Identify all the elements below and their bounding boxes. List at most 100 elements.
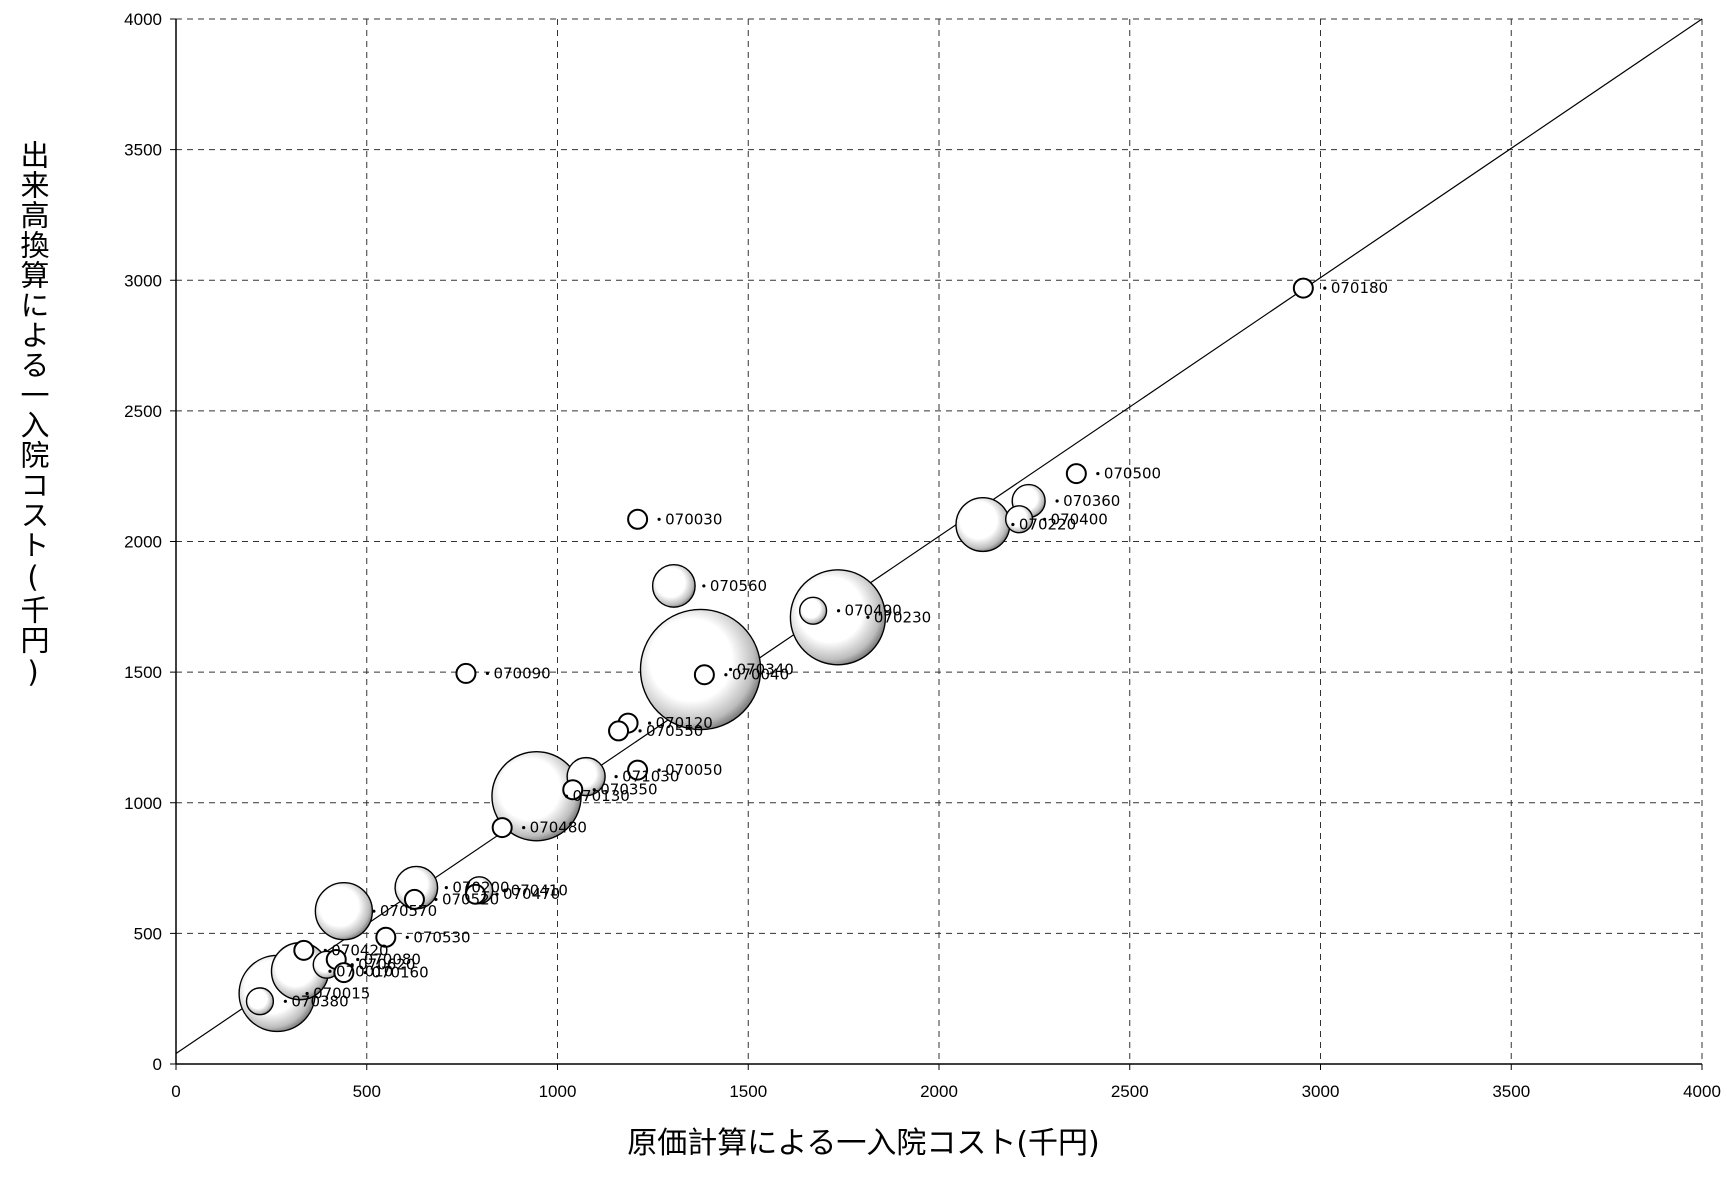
axes: 0 500 1000 1500 2000 2500 3000 3500 4000 0 500 1000… <box>124 10 1721 1101</box>
bubble-070050 <box>627 759 649 781</box>
point-label-070380: 070380 <box>291 992 348 1010</box>
label-dot <box>836 609 841 613</box>
bubble-070490 <box>798 596 828 625</box>
bubble-070520 <box>403 888 425 910</box>
point-label-070010: 070010 <box>336 962 393 980</box>
point-label-070160: 070160 <box>371 964 428 982</box>
point-label-070550: 070550 <box>646 722 703 740</box>
point-label-070340: 070340 <box>737 661 794 679</box>
label-dot <box>724 673 728 677</box>
bubble-070500 <box>1065 463 1087 485</box>
bubble-070040 <box>693 664 715 686</box>
y-tick-label: 1500 <box>124 663 162 682</box>
point-label-070480: 070480 <box>530 819 587 837</box>
label-dot <box>503 888 507 892</box>
label-dot <box>1323 286 1327 290</box>
point-label-071030: 071030 <box>622 768 679 786</box>
y-tick-label: 2000 <box>124 533 162 552</box>
y-tick-label: 3500 <box>124 141 162 160</box>
x-tick-label: 2500 <box>1111 1082 1149 1101</box>
label-dot <box>728 667 733 672</box>
label-dot <box>657 768 661 772</box>
label-dot <box>323 948 327 952</box>
bubble-070380 <box>245 987 275 1016</box>
point-label-070230: 070230 <box>874 608 931 626</box>
y-tick-label: 3000 <box>124 271 162 290</box>
bubble-070480 <box>491 817 513 839</box>
point-label-070570: 070570 <box>380 902 437 920</box>
label-dot <box>702 584 706 588</box>
bubble-070220 <box>955 496 1011 553</box>
point-label-070500: 070500 <box>1104 465 1161 483</box>
point-label-070040: 070040 <box>732 666 789 684</box>
point-label-070015: 070015 <box>313 984 370 1002</box>
bubble-070230 <box>789 569 887 666</box>
label-dot <box>1055 499 1059 503</box>
bubble-070090 <box>455 662 477 684</box>
y-tick-label: 0 <box>153 1055 162 1074</box>
bubbles <box>238 277 1314 1033</box>
x-tick-label: 2000 <box>920 1082 958 1101</box>
bubble-070560 <box>651 563 696 608</box>
label-dot <box>1042 517 1047 521</box>
label-dot <box>485 671 490 676</box>
label-dot <box>522 825 526 830</box>
point-label-070180: 070180 <box>1331 279 1388 297</box>
grid <box>176 18 1703 1064</box>
x-tick-label: 3500 <box>1492 1082 1530 1101</box>
bubble-070470 <box>464 883 486 905</box>
bubble-070160 <box>333 962 355 984</box>
point-label-070620: 070620 <box>358 956 415 974</box>
label-dot <box>592 788 596 792</box>
label-dot <box>866 615 870 619</box>
x-tick-label: 500 <box>353 1082 381 1101</box>
bubble-070420 <box>293 939 315 961</box>
x-tick-label: 3000 <box>1302 1082 1340 1101</box>
y-tick-label: 2500 <box>124 402 162 421</box>
point-label-070470: 070470 <box>503 885 560 903</box>
bubble-070530 <box>375 926 397 948</box>
label-dot <box>564 794 569 798</box>
point-label-070560: 070560 <box>710 577 767 595</box>
label-dot <box>305 991 309 996</box>
bubble-070550 <box>608 720 630 742</box>
label-dot <box>363 970 367 975</box>
point-label-070050: 070050 <box>665 761 722 779</box>
y-axis-label: 出来高換算による一入院コスト(千円) <box>16 140 50 690</box>
label-dot <box>350 963 354 967</box>
point-label-070030: 070030 <box>665 510 722 528</box>
x-tick-label: 1000 <box>539 1082 577 1101</box>
point-label-070360: 070360 <box>1063 492 1120 510</box>
point-label-070080: 070080 <box>364 951 421 969</box>
x-tick-label: 1500 <box>729 1082 767 1101</box>
point-label-070090: 070090 <box>493 664 550 682</box>
label-dot <box>328 969 332 973</box>
point-label-070120: 070120 <box>656 714 713 732</box>
point-label-070200: 070200 <box>452 879 509 897</box>
label-dot <box>614 775 618 779</box>
label-dot <box>1011 522 1015 527</box>
point-label-070490: 070490 <box>845 602 902 620</box>
label-dot <box>356 957 360 962</box>
label-dot <box>434 897 438 902</box>
y-tick-label: 1000 <box>124 794 162 813</box>
bubble-070130 <box>491 750 582 842</box>
point-label-070350: 070350 <box>600 781 657 799</box>
point-label-070520: 070520 <box>442 890 499 908</box>
label-dot <box>372 909 376 913</box>
x-tick-label: 4000 <box>1683 1082 1721 1101</box>
label-dot <box>657 517 661 521</box>
y-tick-label: 4000 <box>124 10 162 29</box>
bubble-070570 <box>314 881 374 941</box>
label-dot <box>444 886 448 890</box>
point-label-070420: 070420 <box>331 941 388 959</box>
label-dot <box>638 729 642 733</box>
point-label-070220: 070220 <box>1019 516 1076 534</box>
x-tick-label: 0 <box>171 1082 180 1101</box>
bubble-070180 <box>1292 277 1314 299</box>
point-label-070130: 070130 <box>573 787 630 805</box>
label-dot <box>405 935 409 939</box>
y-tick-label: 500 <box>134 924 162 943</box>
